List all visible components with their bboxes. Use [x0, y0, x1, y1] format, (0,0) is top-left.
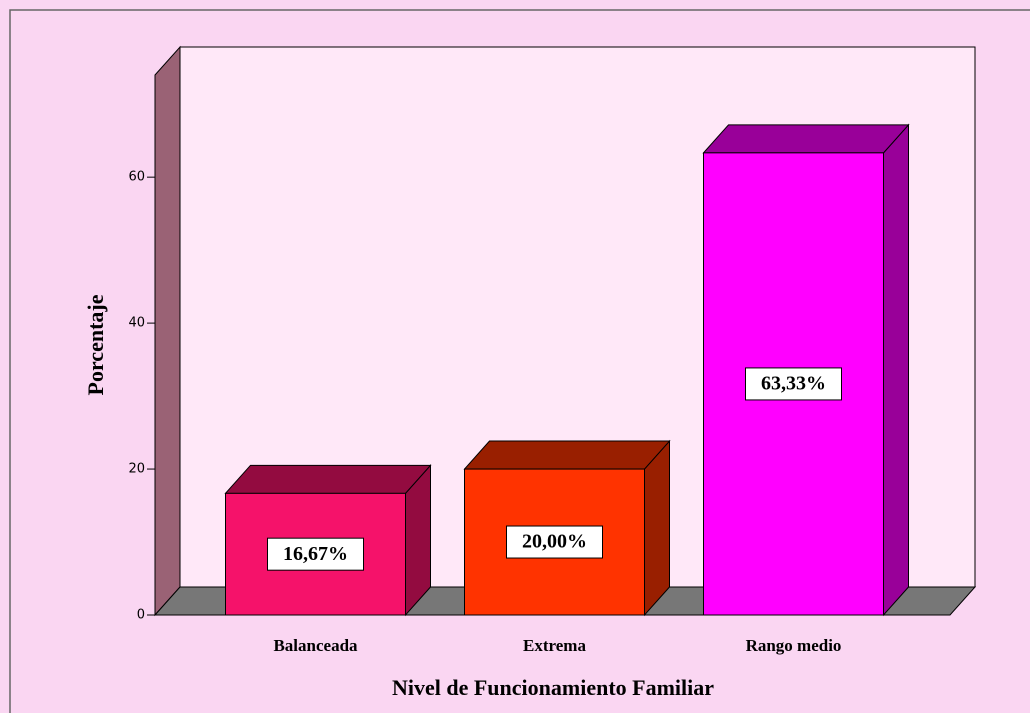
bar-side [644, 439, 670, 617]
y-tick-label: 0 [137, 608, 145, 623]
x-tick-label: Balanceada [273, 636, 358, 655]
value-label-box [745, 367, 842, 401]
value-label-box [506, 525, 603, 559]
x-axis-title: Nivel de Funcionamiento Familiar [392, 675, 714, 700]
bar-top [463, 440, 671, 470]
x-tick-label: Rango medio [746, 636, 842, 655]
value-label: 20,00% [522, 531, 587, 553]
bar-top [224, 464, 432, 494]
x-tick-label: Extrema [523, 636, 586, 655]
y-tick-label: 40 [128, 316, 145, 331]
bar-side [883, 123, 909, 617]
bar-top [702, 124, 910, 154]
value-label: 16,67% [283, 543, 348, 565]
y-tick-label: 20 [128, 462, 145, 477]
value-label: 63,33% [761, 373, 826, 395]
value-label-box [267, 537, 364, 571]
y-axis-title: Porcentaje [83, 294, 108, 395]
y-tick-label: 60 [128, 170, 145, 185]
left-wall [154, 45, 181, 617]
